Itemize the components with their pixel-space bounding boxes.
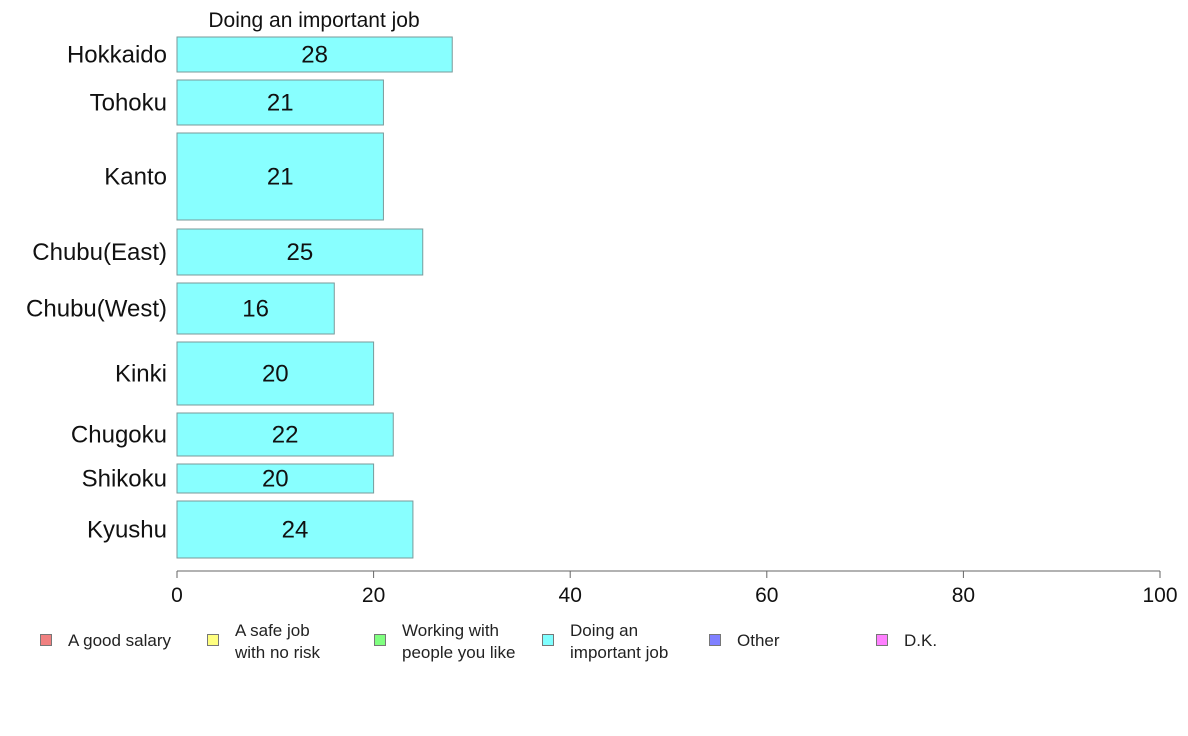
- x-axis: 0 20 40 60 80 100: [171, 570, 1178, 607]
- legend-swatch: [709, 634, 721, 646]
- bar-chubu-west: [176, 282, 335, 335]
- category-label: Shikoku: [82, 466, 167, 493]
- data-label: 21: [267, 164, 294, 191]
- bar-shikoku: [176, 463, 375, 494]
- legend-swatch: [40, 634, 52, 646]
- data-label: 28: [301, 42, 328, 69]
- legend-label: Other: [737, 631, 780, 650]
- bars-layer: 28 Hokkaido 21 Tohoku 21 Kanto 25 Chubu(East) 16…: [26, 36, 453, 559]
- chart-title: Doing an important job: [208, 9, 419, 32]
- data-label: 24: [282, 517, 309, 544]
- x-tick-label: 60: [755, 584, 778, 607]
- category-label: Kyushu: [87, 517, 167, 544]
- legend-swatch: [542, 634, 554, 646]
- x-tick-label: 20: [362, 584, 385, 607]
- category-label: Hokkaido: [67, 42, 167, 69]
- category-label: Chugoku: [71, 422, 167, 449]
- bar-chugoku: [176, 412, 394, 457]
- data-label: 20: [262, 361, 289, 388]
- legend-item: Working with people you like: [374, 620, 515, 664]
- x-tick-label: 80: [952, 584, 975, 607]
- legend-item: Other: [709, 620, 780, 652]
- data-label: 22: [272, 422, 299, 449]
- x-tick-label: 100: [1142, 584, 1177, 607]
- legend-label: A safe job with no risk: [235, 621, 321, 662]
- bar-chubu-east: [176, 228, 424, 276]
- legend-item: A good salary: [40, 620, 171, 652]
- x-tick-label: 0: [171, 584, 183, 607]
- bar-kyushu: [176, 500, 414, 559]
- data-label: 16: [242, 296, 269, 323]
- category-label: Tohoku: [90, 90, 167, 117]
- category-label: Kanto: [104, 164, 167, 191]
- data-label: 25: [287, 239, 314, 266]
- legend-label: Working with people you like: [402, 621, 516, 662]
- category-label: Chubu(East): [32, 239, 167, 266]
- bar-tohoku: [176, 79, 384, 126]
- legend-swatch: [876, 634, 888, 646]
- legend-label: D.K.: [904, 631, 938, 650]
- data-label: 21: [267, 90, 294, 117]
- legend-item: A safe job with no risk: [207, 620, 320, 664]
- legend-item: Doing an important job: [542, 620, 668, 664]
- legend-label: Doing an important job: [570, 621, 669, 662]
- legend-label: A good salary: [68, 631, 172, 650]
- bar-kanto: [176, 132, 384, 221]
- bar-hokkaido: [176, 36, 453, 73]
- x-tick-label: 40: [559, 584, 582, 607]
- legend-swatch: [207, 634, 219, 646]
- legend-swatch: [374, 634, 386, 646]
- legend: A good salary A safe job with no risk Work…: [0, 620, 1188, 680]
- category-label: Chubu(West): [26, 296, 167, 323]
- legend-item: D.K.: [876, 620, 937, 652]
- data-label: 20: [262, 466, 289, 493]
- category-label: Kinki: [115, 361, 167, 388]
- bar-kinki: [176, 341, 375, 406]
